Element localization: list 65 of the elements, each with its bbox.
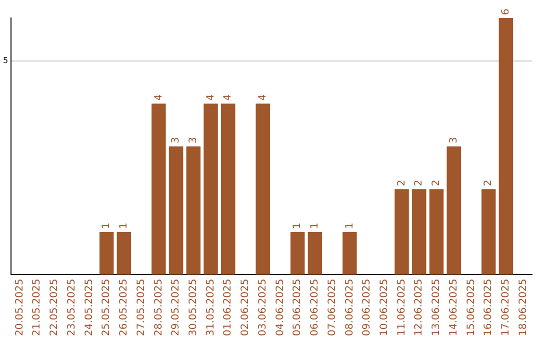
x-tick-label: 20.05.2025 bbox=[14, 278, 26, 336]
x-tick-label: 27.05.2025 bbox=[136, 278, 147, 336]
data-label: 3 bbox=[170, 136, 182, 144]
x-tick-label: 06.06.2025 bbox=[310, 278, 321, 336]
x-tick-label: 18.06.2025 bbox=[518, 278, 529, 336]
x-tick-label: 09.06.2025 bbox=[362, 278, 373, 336]
x-tick-label: 11.06.2025 bbox=[396, 278, 408, 336]
x-tick-label: 10.06.2025 bbox=[379, 278, 390, 336]
data-label: 3 bbox=[448, 136, 460, 144]
bar bbox=[221, 104, 236, 275]
x-tick-label: 26.05.2025 bbox=[118, 278, 130, 336]
data-label: 1 bbox=[292, 222, 304, 229]
bar bbox=[342, 232, 357, 275]
bar bbox=[152, 104, 166, 275]
bar bbox=[204, 104, 218, 275]
bar bbox=[116, 232, 132, 275]
bar bbox=[168, 146, 184, 275]
y-tick-label: 5 bbox=[2, 56, 8, 65]
bar bbox=[308, 232, 322, 275]
data-label: 2 bbox=[414, 180, 425, 186]
bar bbox=[99, 232, 114, 275]
bar bbox=[446, 146, 461, 275]
x-tick-label: 13.06.2025 bbox=[431, 278, 442, 336]
data-label: 2 bbox=[396, 180, 408, 186]
x-tick-label: 02.06.2025 bbox=[240, 278, 252, 336]
x-tick-label: 12.06.2025 bbox=[414, 278, 425, 336]
data-label: 1 bbox=[101, 222, 112, 229]
data-label: 4 bbox=[257, 94, 268, 101]
x-tick-label: 15.06.2025 bbox=[466, 278, 477, 336]
x-tick-label: 01.06.2025 bbox=[222, 278, 234, 336]
x-tick-label: 05.06.2025 bbox=[292, 278, 304, 336]
data-label: 1 bbox=[118, 222, 130, 229]
x-tick-label: 31.05.2025 bbox=[205, 278, 216, 336]
x-tick-label: 23.05.2025 bbox=[66, 278, 78, 336]
bar bbox=[256, 104, 270, 275]
x-tick-label: 30.05.2025 bbox=[188, 278, 199, 336]
x-tick-label: 07.06.2025 bbox=[326, 278, 338, 336]
bar bbox=[394, 189, 409, 275]
bar bbox=[412, 189, 426, 275]
data-label: 4 bbox=[153, 94, 164, 101]
data-label: 1 bbox=[310, 222, 321, 229]
data-label: 4 bbox=[205, 94, 216, 101]
x-tick-label: 28.05.2025 bbox=[153, 278, 164, 336]
x-tick-label: 25.05.2025 bbox=[101, 278, 112, 336]
x-tick-label: 21.05.2025 bbox=[32, 278, 43, 336]
x-tick-label: 22.05.2025 bbox=[49, 278, 60, 336]
bar bbox=[290, 232, 305, 275]
x-tick-label: 29.05.2025 bbox=[170, 278, 182, 336]
data-label: 4 bbox=[222, 94, 234, 101]
bar bbox=[429, 189, 444, 275]
x-tick-label: 03.06.2025 bbox=[257, 278, 268, 336]
data-label: 6 bbox=[500, 8, 512, 15]
x-tick-label: 24.05.2025 bbox=[84, 278, 95, 336]
x-tick-label: 17.06.2025 bbox=[500, 278, 512, 336]
data-label: 2 bbox=[483, 180, 494, 186]
bar bbox=[186, 146, 201, 275]
x-tick-label: 08.06.2025 bbox=[344, 278, 356, 336]
x-tick-label: 14.06.2025 bbox=[448, 278, 460, 336]
x-tick-label: 04.06.2025 bbox=[274, 278, 286, 336]
x-tick-label: 16.06.2025 bbox=[483, 278, 494, 336]
data-label: 3 bbox=[188, 136, 199, 144]
data-label: 2 bbox=[431, 180, 442, 186]
bar bbox=[498, 18, 514, 275]
bar bbox=[481, 189, 496, 275]
data-label: 1 bbox=[344, 222, 356, 229]
